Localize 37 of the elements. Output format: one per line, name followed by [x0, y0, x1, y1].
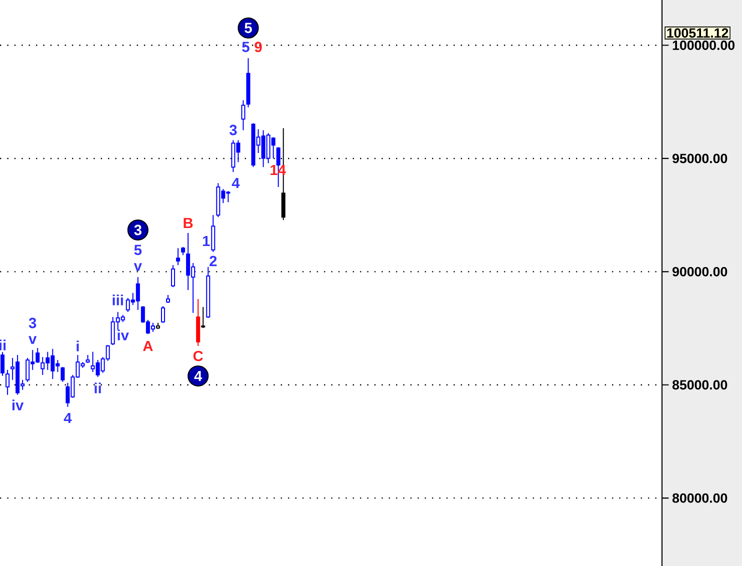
annotation: 3	[134, 224, 142, 236]
candlestick	[241, 100, 246, 131]
annotation: 3	[28, 318, 36, 328]
candlestick	[171, 264, 176, 288]
candlestick	[176, 248, 180, 266]
annotation: 5	[134, 244, 142, 256]
y-tick-label: 95000.00	[672, 154, 728, 164]
annotation: 5	[242, 42, 250, 52]
annotation: iv	[118, 330, 129, 340]
annotation: B	[184, 218, 193, 228]
annotation: ii	[94, 382, 101, 394]
annotation: v	[134, 263, 142, 271]
y-tick-label: 85000.00	[672, 380, 728, 390]
annotation: 4	[194, 370, 202, 382]
candlestick	[0, 352, 5, 376]
y-tick-label: 90000.00	[672, 266, 728, 276]
annotation: i	[76, 340, 79, 352]
text: 100511.12	[667, 28, 728, 38]
candlestick	[60, 366, 65, 382]
annotation: A	[143, 340, 153, 352]
candlestick	[160, 306, 166, 324]
annotation: 3	[229, 124, 237, 136]
candlestick	[6, 369, 10, 396]
annotation: 4	[232, 178, 240, 188]
annotation: 5	[244, 22, 252, 34]
annotation: v	[28, 336, 37, 344]
y-tick-label: 100000.00	[672, 40, 735, 50]
annotation: C	[193, 350, 203, 362]
annotation: 1	[202, 236, 210, 246]
annotation: 9	[254, 42, 262, 52]
y-tick-label: 80000.00	[672, 493, 728, 503]
annotation: iii	[112, 294, 123, 306]
annotation: iv	[12, 400, 24, 410]
annotation: 4	[64, 412, 72, 424]
annotation: 2	[210, 256, 217, 266]
candlestick	[211, 214, 216, 252]
candlestick	[201, 306, 206, 329]
